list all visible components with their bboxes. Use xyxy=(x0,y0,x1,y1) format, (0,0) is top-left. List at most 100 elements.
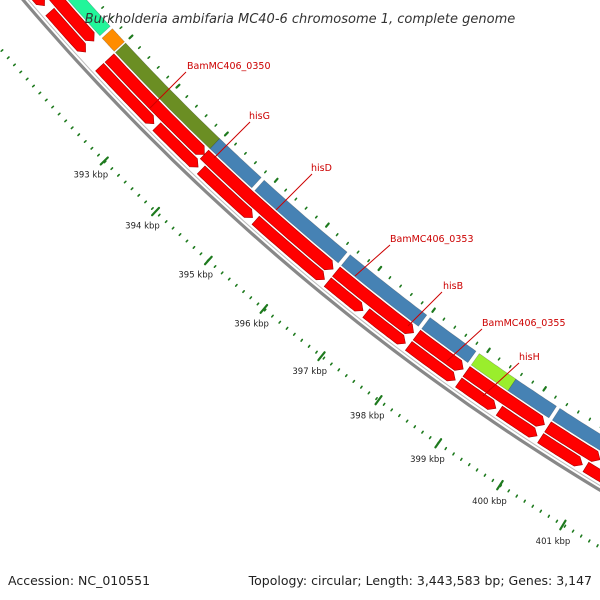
tick-label: 395 kbp xyxy=(178,271,213,281)
minor-tick-inner xyxy=(256,302,260,306)
gene-segment-blue xyxy=(254,179,348,264)
major-tick-inner xyxy=(259,304,269,314)
minor-tick-inner xyxy=(77,133,81,137)
minor-tick-outer xyxy=(185,95,189,99)
cds-arrow-forward xyxy=(332,266,414,335)
minor-tick-outer xyxy=(214,123,218,127)
labels-layer: BamMC406_0350 hisG hisD BamMC406_0353 hisB Ba… xyxy=(149,61,565,397)
cds-arrow-forward xyxy=(412,329,464,371)
minor-tick-inner xyxy=(25,77,29,81)
topology-text: Topology: circular; Length: 3,443,583 bp… xyxy=(248,573,592,588)
minor-tick-inner xyxy=(90,146,94,150)
minor-tick-inner xyxy=(31,84,36,88)
ticks-layer: 393 kbp 394 kbp 395 kbp 396 kbp 397 kbp 398 k… xyxy=(0,6,600,548)
minor-tick-inner xyxy=(587,539,591,543)
minor-tick-inner xyxy=(475,468,479,472)
minor-tick-outer xyxy=(367,259,371,263)
major-tick-outer xyxy=(486,347,491,354)
major-tick-inner xyxy=(496,479,504,491)
cds-arrow-forward xyxy=(537,433,583,467)
minor-tick-inner xyxy=(375,396,378,401)
minor-tick-outer xyxy=(294,197,298,201)
minor-tick-inner xyxy=(292,332,296,336)
major-tick-outer xyxy=(377,265,383,272)
gene-segment-blue xyxy=(421,317,477,364)
gene-label-leader xyxy=(354,244,391,277)
minor-tick-inner xyxy=(44,98,48,102)
minor-tick-inner xyxy=(6,56,10,60)
tick-label: 401 kbp xyxy=(536,537,571,547)
minor-tick-outer xyxy=(234,142,237,146)
genes-layer xyxy=(31,0,600,483)
gene-label: BamMC406_0355 xyxy=(482,318,565,329)
cds-arrow-forward xyxy=(323,277,364,312)
tick-label: 394 kbp xyxy=(125,221,160,231)
gene-label-leader xyxy=(446,328,483,362)
minor-tick-inner xyxy=(249,296,253,300)
minor-tick-outer xyxy=(442,317,446,321)
gene-label-leader xyxy=(275,173,313,211)
minor-tick-inner xyxy=(405,419,409,423)
minor-tick-outer xyxy=(253,161,257,165)
cds-arrow-forward xyxy=(462,366,545,427)
minor-tick-inner xyxy=(220,271,224,275)
accession-text: Accession: NC_010551 xyxy=(8,573,150,588)
gene-label-leader xyxy=(149,71,187,109)
minor-tick-inner xyxy=(390,408,394,412)
cds-arrow-forward xyxy=(95,62,155,125)
minor-tick-inner xyxy=(307,344,311,348)
minor-tick-outer xyxy=(475,341,479,345)
major-tick-inner xyxy=(151,206,161,217)
minor-tick-inner xyxy=(157,213,161,217)
minor-tick-inner xyxy=(547,514,551,518)
minor-tick-outer xyxy=(453,325,457,329)
tick-label: 399 kbp xyxy=(410,455,445,465)
minor-tick-outer xyxy=(520,372,523,377)
major-tick-outer xyxy=(223,131,229,137)
minor-tick-inner xyxy=(97,153,100,157)
minor-tick-outer xyxy=(420,301,424,305)
major-tick-inner xyxy=(99,156,109,166)
tick-label: 393 kbp xyxy=(73,170,108,180)
minor-tick-inner xyxy=(367,391,371,395)
minor-tick-inner xyxy=(185,239,189,243)
minor-tick-inner xyxy=(563,524,567,528)
minor-tick-inner xyxy=(192,245,196,249)
gene-segment-orange xyxy=(101,28,125,52)
backbone-line xyxy=(27,0,600,487)
gene-label: hisB xyxy=(443,281,463,292)
minor-tick-outer xyxy=(554,395,557,399)
minor-tick-outer xyxy=(147,55,151,60)
cds-arrow-forward xyxy=(199,149,334,271)
tick-label: 398 kbp xyxy=(350,411,385,421)
major-tick-inner xyxy=(317,351,326,362)
minor-tick-inner xyxy=(51,105,55,109)
minor-tick-inner xyxy=(70,126,74,130)
major-tick-inner xyxy=(374,395,383,406)
cds-arrow-forward xyxy=(495,405,538,438)
minor-tick-inner xyxy=(263,308,267,312)
map-title: Burkholderia ambifaria MC40-6 chromosome… xyxy=(85,12,515,27)
minor-tick-inner xyxy=(171,226,175,230)
minor-tick-inner xyxy=(397,413,401,418)
gene-label: BamMC406_0353 xyxy=(390,234,473,245)
minor-tick-inner xyxy=(444,446,448,451)
minor-tick-inner xyxy=(421,430,424,434)
backbone-layer xyxy=(21,0,600,493)
minor-tick-inner xyxy=(0,49,4,53)
cds-arrow-forward xyxy=(582,461,600,483)
major-tick-inner xyxy=(434,438,443,449)
minor-tick-outer xyxy=(137,46,141,50)
minor-tick-inner xyxy=(110,167,114,171)
gene-label: hisH xyxy=(519,352,540,363)
cds-arrow-forward xyxy=(455,377,497,410)
gene-label-leader xyxy=(407,291,443,327)
minor-tick-inner xyxy=(64,119,68,123)
tick-label: 396 kbp xyxy=(234,320,269,330)
minor-tick-inner xyxy=(150,207,154,210)
minor-tick-inner xyxy=(19,70,23,74)
minor-tick-outer xyxy=(388,276,392,280)
minor-tick-inner xyxy=(467,462,471,467)
minor-tick-inner xyxy=(178,233,182,237)
